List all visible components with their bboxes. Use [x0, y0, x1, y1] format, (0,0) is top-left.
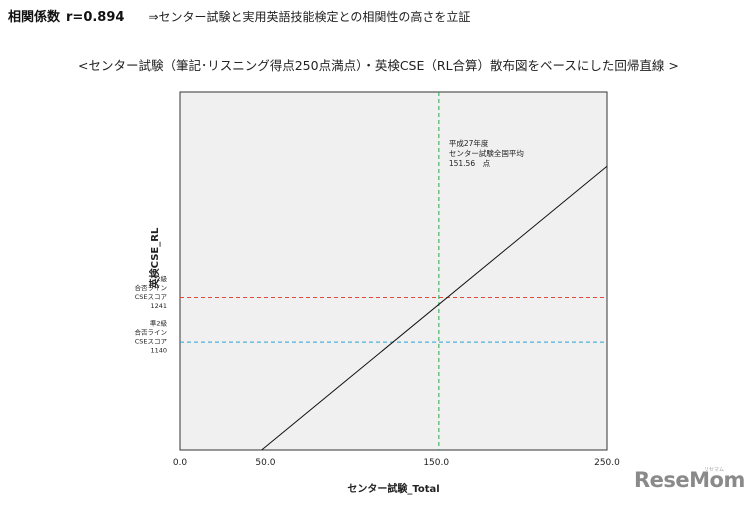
x-tick-label: 250.0: [594, 458, 620, 468]
pass-line-label: CSEスコア: [135, 293, 168, 301]
correlation-label: 相関係数: [8, 10, 61, 25]
correlation-claim: ⇒センター試験と実用英語技能検定との相関性の高さを立証: [148, 10, 471, 24]
avg-label-line: 151.56 点: [449, 159, 491, 168]
resemom-logo: ReseMom: [634, 468, 745, 492]
x-tick-label: 150.0: [423, 458, 449, 468]
regression-line: [261, 165, 608, 451]
header: 相関係数 r=0.894 ⇒センター試験と実用英語技能検定との相関性の高さを立証: [8, 6, 470, 26]
pass-line-label: 合否ライン: [135, 328, 168, 337]
pass-line-label: 合否ライン: [135, 283, 168, 292]
avg-label-line: センター試験全国平均: [449, 148, 524, 158]
correlation-value: r=0.894: [66, 10, 125, 25]
pass-line-label: CSEスコア: [135, 338, 168, 346]
avg-label-line: 平成27年度: [449, 138, 489, 148]
series-group: [261, 165, 608, 451]
resemom-logo-subtext: リセマム: [704, 467, 725, 473]
y-axis-label: 英検CSE_RL: [148, 227, 161, 289]
pass-line-label: 1241: [150, 302, 167, 310]
x-tick-label: 50.0: [255, 458, 275, 468]
x-tick-labels: 0.0 50.0 150.0 250.0: [173, 458, 620, 468]
pass-line-label: 2級: [156, 274, 167, 283]
pass-line-label: 1140: [150, 347, 167, 355]
plot-area: [179, 91, 608, 451]
pass-line-label: 準2級: [150, 319, 168, 328]
x-axis-label: センター試験_Total: [347, 482, 439, 495]
chart-subtitle: <センター試験（筆記･リスニング得点250点満点）・英検CSE（RL合算）散布図…: [78, 58, 679, 73]
x-tick-label: 0.0: [173, 458, 188, 468]
